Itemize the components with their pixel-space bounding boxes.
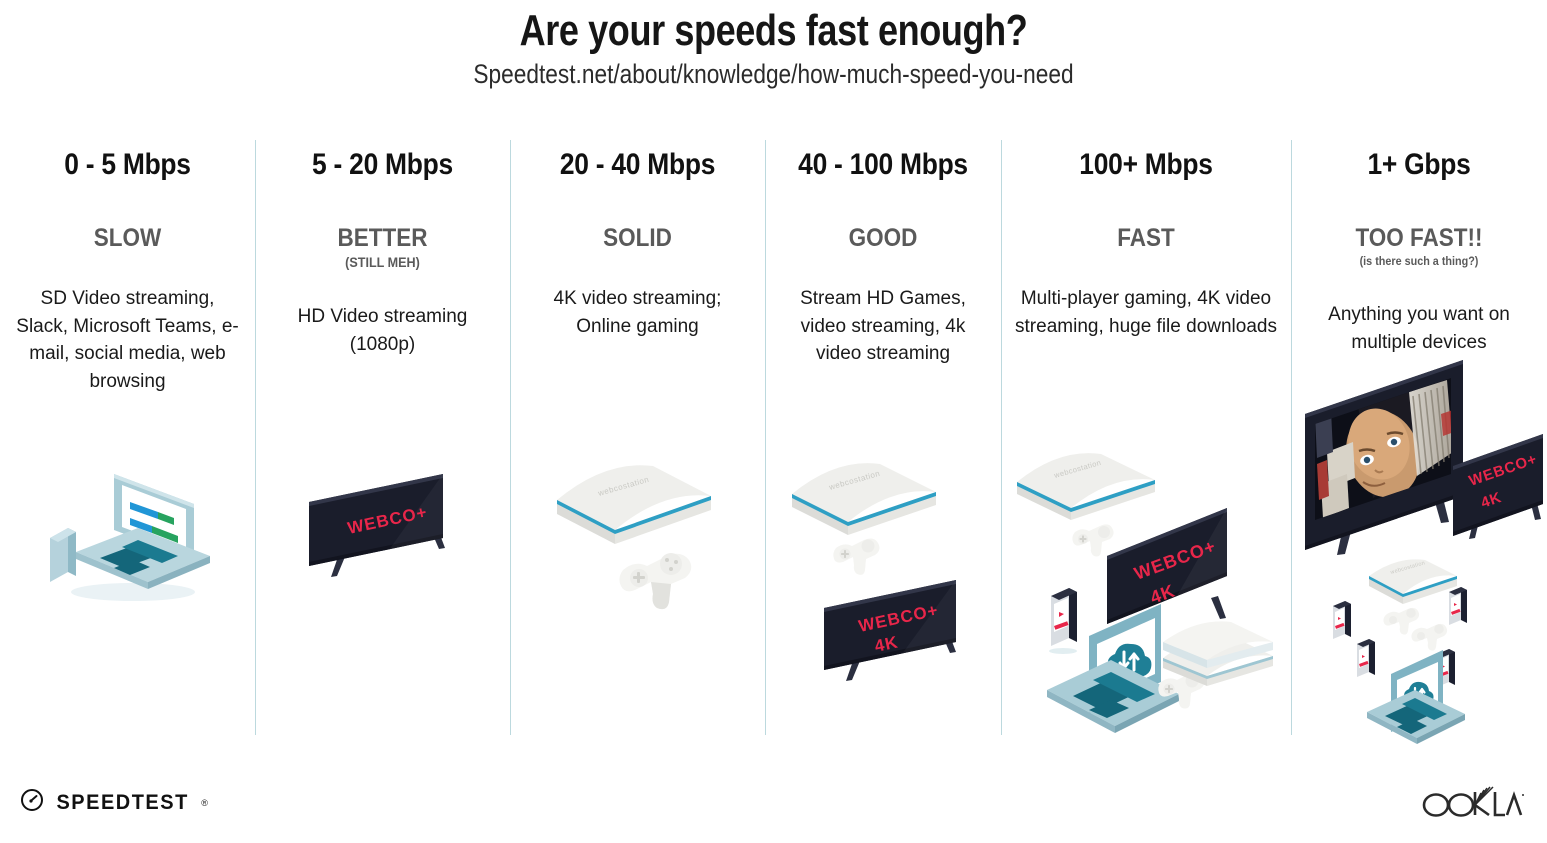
tv-resolution-text: 4K — [1479, 489, 1504, 512]
tv-movie-icon — [1305, 360, 1463, 555]
speed-description: 4K video streaming; Online gaming — [553, 288, 722, 337]
speed-description: SD Video streaming, Slack, Microsoft Tea… — [16, 288, 239, 392]
speed-description: Stream HD Games, video streaming, 4k vid… — [800, 288, 966, 365]
speed-tier-column-4: 40 - 100 Mbps GOOD Stream HD Games, vide… — [765, 134, 1001, 739]
speed-rating-label: TOO FAST!! — [1355, 224, 1483, 252]
tv-4k-icon: WEBCO+ 4K — [1453, 434, 1543, 539]
speed-description: Anything you want on multiple devices — [1328, 304, 1510, 353]
speedometer-icon — [20, 788, 44, 817]
illustration-console-gamepad: webcostation — [510, 452, 765, 622]
speedtest-trademark: ® — [201, 797, 208, 808]
illustration-laptop-phone — [0, 452, 255, 612]
page-title: Are your speeds fast enough? — [519, 6, 1028, 55]
speed-rating-label: SLOW — [93, 224, 162, 252]
tv-resolution-text: 4K — [873, 632, 900, 656]
tv-icon: WEBCO+ — [308, 474, 445, 577]
phone-icon — [49, 528, 76, 582]
speed-tier-column-1: 0 - 5 Mbps SLOW SD Video streaming, Slac… — [0, 134, 255, 739]
speed-range-label: 0 - 5 Mbps — [64, 148, 191, 181]
illustration-console-gamepad-tv: webcostation — [765, 452, 1001, 702]
phone-icon — [1449, 587, 1467, 625]
laptop-screen — [113, 474, 194, 560]
phone-icon — [1049, 588, 1077, 654]
laptop-cloud-icon — [1367, 650, 1465, 744]
speed-description: Multi-player gaming, 4K video streaming,… — [1015, 288, 1277, 337]
speed-range-label: 100+ Mbps — [1079, 148, 1213, 181]
phone-icon — [1333, 601, 1351, 639]
speed-description: HD Video streaming (1080p) — [297, 306, 468, 355]
speed-tier-column-6: 1+ Gbps TOO FAST!! (is there such a thin… — [1291, 134, 1547, 744]
laptop-cloud-icon — [1047, 604, 1179, 733]
console-icon: webcostation — [1017, 453, 1155, 520]
ookla-logo — [1421, 785, 1525, 819]
speed-range-label: 40 - 100 Mbps — [798, 148, 968, 181]
gamepad-icon — [1072, 524, 1114, 557]
gamepad-icon — [1383, 607, 1420, 635]
speed-rating-note: (is there such a thing?) — [1359, 254, 1479, 268]
gamepad-icon — [833, 538, 880, 575]
illustration-tv: WEBCO+ — [255, 464, 510, 604]
speed-tier-column-2: 5 - 20 Mbps BETTER (STILL MEH) HD Video … — [255, 134, 510, 739]
speed-tier-columns: 0 - 5 Mbps SLOW SD Video streaming, Slac… — [0, 134, 1547, 744]
speedtest-wordmark: SPEEDTEST — [56, 790, 189, 814]
gamepad-icon — [1411, 623, 1448, 651]
console-icon: webcostation — [556, 465, 711, 544]
laptop-base — [75, 528, 210, 589]
illustration-multi-device-cluster: webcostation — [1001, 446, 1291, 736]
speed-rating-label: FAST — [1117, 224, 1175, 252]
page-subtitle-url: Speedtest.net/about/knowledge/how-much-s… — [473, 59, 1074, 90]
console-icon: webcostation — [792, 463, 936, 535]
footer: SPEEDTEST ® — [0, 739, 1547, 843]
tv-4k-icon: WEBCO+ 4K — [824, 580, 956, 681]
speed-tier-column-5: 100+ Mbps FAST Multi-player gaming, 4K v… — [1001, 134, 1291, 739]
speed-rating-label: GOOD — [848, 224, 918, 252]
speed-range-label: 20 - 40 Mbps — [559, 148, 716, 181]
console-icon — [1163, 621, 1273, 686]
illustration-everything-cluster: WEBCO+ 4K webcostation — [1291, 356, 1547, 746]
tv-4k-icon: WEBCO+ 4K — [1107, 508, 1227, 645]
console-icon: webcostation — [1369, 559, 1457, 604]
gamepad-icon — [1158, 672, 1205, 709]
speed-rating-label: BETTER — [337, 224, 428, 252]
speed-rating-label: SOLID — [603, 224, 672, 252]
speed-tier-column-3: 20 - 40 Mbps SOLID 4K video streaming; O… — [510, 134, 765, 739]
speedtest-logo: SPEEDTEST ® — [20, 788, 208, 817]
gamepad-icon — [618, 553, 691, 610]
header: Are your speeds fast enough? Speedtest.n… — [0, 0, 1547, 90]
ookla-wordmark-icon — [1422, 786, 1524, 817]
speed-rating-note: (STILL MEH) — [345, 254, 420, 270]
speed-range-label: 1+ Gbps — [1367, 148, 1471, 181]
phone-icon — [1357, 639, 1375, 677]
speed-range-label: 5 - 20 Mbps — [312, 148, 453, 181]
